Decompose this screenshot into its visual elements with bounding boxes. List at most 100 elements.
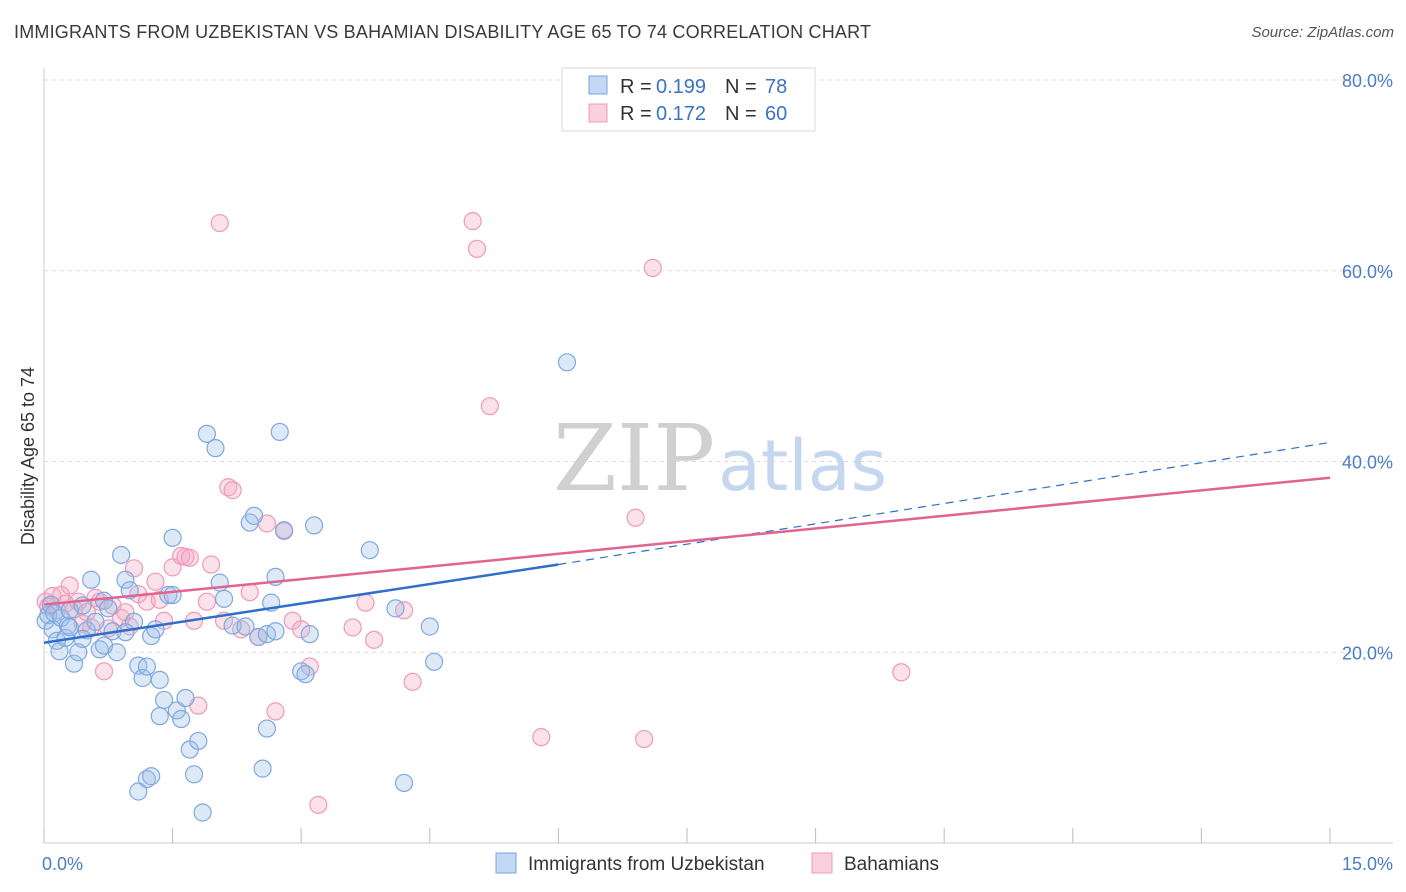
data-point-uzbekistan (253, 759, 272, 778)
data-point-uzbekistan (304, 516, 324, 535)
data-point-bahamians (463, 212, 482, 231)
data-point-bahamians (94, 662, 114, 681)
data-point-bahamians (343, 618, 362, 637)
data-point-bahamians (532, 728, 551, 747)
data-point-uzbekistan (150, 707, 169, 726)
data-point-uzbekistan (386, 599, 405, 618)
legend-n-value-2: 60 (765, 103, 787, 125)
data-point-uzbekistan (112, 545, 131, 565)
data-point-bahamians (643, 258, 662, 277)
bottom-legend-swatch-pink (811, 852, 833, 874)
data-point-uzbekistan (424, 652, 444, 671)
data-point-uzbekistan (360, 541, 379, 560)
legend-r-value-1: 0.199 (656, 76, 706, 98)
data-point-uzbekistan (69, 643, 88, 662)
x-tick-labels: 0.0% 15.0% (42, 854, 1393, 874)
data-point-uzbekistan (176, 688, 195, 708)
data-point-bahamians (635, 729, 654, 749)
data-point-bahamians (146, 572, 165, 591)
watermark-zip: ZIP (553, 405, 715, 512)
data-point-uzbekistan (270, 422, 289, 442)
y-tick-label: 60.0% (1342, 262, 1393, 282)
data-point-uzbekistan (172, 709, 191, 729)
watermark-atlas: atlas (718, 425, 887, 507)
data-point-uzbekistan (146, 620, 165, 639)
data-point-uzbekistan (129, 782, 148, 801)
legend-n-label-2: N = (725, 103, 757, 125)
data-point-bahamians (223, 481, 242, 500)
data-point-uzbekistan (116, 570, 135, 589)
legend-swatch-pink (588, 103, 608, 123)
data-point-bahamians (309, 795, 328, 814)
data-point-uzbekistan (189, 731, 208, 751)
legend-n-label-1: N = (725, 76, 757, 98)
series-legend: Immigrants from Uzbekistan Bahamians (495, 852, 939, 875)
data-point-uzbekistan (206, 439, 225, 458)
data-point-bahamians (626, 508, 645, 527)
legend-r-label-2: R = (620, 103, 652, 125)
data-point-uzbekistan (142, 767, 161, 786)
data-point-uzbekistan (82, 570, 101, 589)
data-point-uzbekistan (163, 528, 182, 547)
bottom-legend-label-2: Bahamians (844, 854, 939, 875)
y-tick-labels: 20.0% 40.0% 60.0% 80.0% (1342, 71, 1393, 663)
data-point-uzbekistan (300, 625, 319, 644)
axes (43, 68, 1393, 844)
trend-uzbekistan-extrapolated (558, 441, 1331, 566)
bottom-legend-swatch-blue (495, 852, 517, 874)
trend-uzbekistan (43, 563, 559, 644)
data-point-uzbekistan (394, 773, 414, 793)
data-point-uzbekistan (99, 599, 118, 618)
data-point-uzbekistan (193, 803, 212, 822)
y-axis-label: Disability Age 65 to 74 (18, 367, 38, 545)
data-point-uzbekistan (296, 665, 315, 684)
data-point-uzbekistan (60, 618, 79, 637)
data-point-bahamians (210, 213, 229, 233)
watermark: ZIP atlas (553, 405, 887, 512)
data-point-bahamians (480, 397, 499, 416)
legend-n-value-1: 78 (765, 76, 787, 98)
data-point-uzbekistan (236, 617, 255, 636)
grid-lines (44, 79, 1393, 653)
y-tick-label: 80.0% (1342, 71, 1393, 91)
data-point-bahamians (202, 555, 221, 574)
data-point-bahamians (60, 576, 79, 595)
data-point-uzbekistan (163, 585, 182, 605)
data-point-bahamians (356, 593, 375, 612)
bottom-legend-label-1: Immigrants from Uzbekistan (528, 854, 765, 875)
data-point-uzbekistan (197, 424, 216, 443)
data-point-bahamians (266, 702, 285, 721)
data-point-uzbekistan (214, 589, 234, 608)
stats-legend: R = 0.199 N = 78 R = 0.172 N = 60 (561, 67, 816, 132)
data-point-uzbekistan (266, 622, 285, 641)
legend-r-label-1: R = (620, 76, 652, 98)
data-point-uzbekistan (86, 612, 105, 631)
data-point-bahamians (467, 239, 487, 258)
data-point-bahamians (292, 620, 311, 639)
y-tick-label: 20.0% (1342, 643, 1393, 663)
trend-lines (43, 441, 1331, 644)
uzbekistan-points (36, 353, 577, 822)
x-tick-label: 15.0% (1342, 854, 1393, 874)
bahamians-points (36, 212, 911, 814)
data-point-uzbekistan (167, 701, 186, 720)
legend-swatch-blue (588, 75, 608, 95)
data-point-bahamians (892, 663, 911, 682)
data-point-uzbekistan (50, 642, 69, 661)
trend-bahamians (43, 476, 1331, 606)
data-point-bahamians (364, 630, 384, 649)
data-point-uzbekistan (420, 617, 439, 636)
x-tick-label: 0.0% (42, 854, 83, 874)
y-tick-label: 40.0% (1342, 453, 1393, 473)
data-point-bahamians (197, 592, 216, 611)
data-point-uzbekistan (64, 654, 84, 673)
data-point-uzbekistan (274, 521, 294, 540)
data-point-bahamians (403, 672, 422, 691)
data-point-uzbekistan (94, 636, 114, 655)
chart-title: IMMIGRANTS FROM UZBEKISTAN VS BAHAMIAN D… (14, 22, 872, 42)
data-point-bahamians (240, 583, 259, 602)
data-point-uzbekistan (184, 765, 204, 784)
data-point-bahamians (180, 548, 199, 567)
data-point-uzbekistan (557, 353, 577, 372)
data-point-uzbekistan (223, 616, 242, 635)
